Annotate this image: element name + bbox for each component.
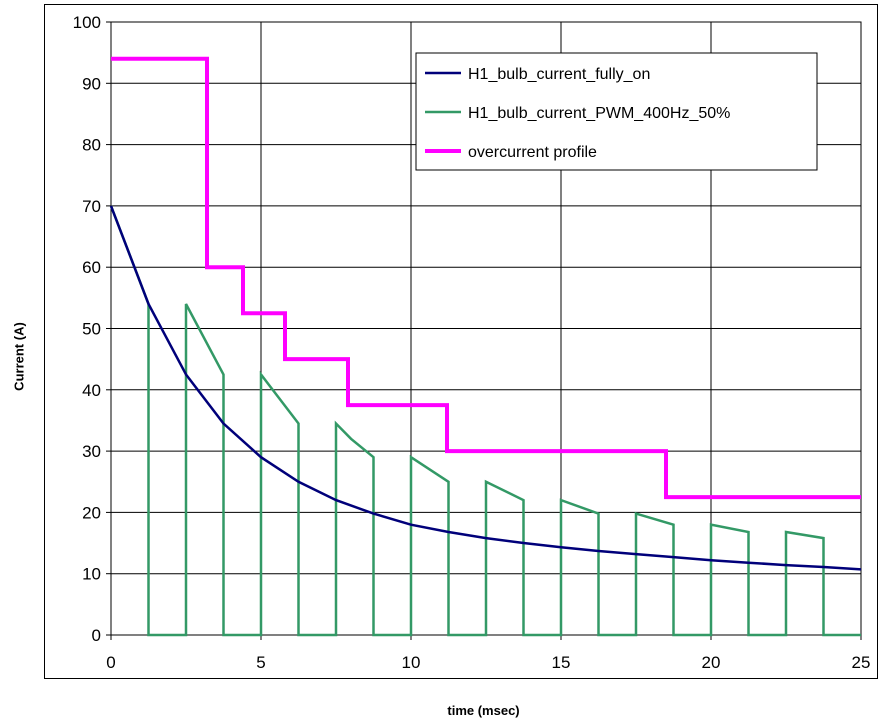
series-line-3 [111, 56, 861, 500]
series-line-2 [109, 205, 861, 637]
y-tick-label: 70 [82, 197, 101, 216]
chart-frame [44, 4, 878, 679]
y-tick-label: 100 [73, 13, 101, 32]
y-tick-label: 60 [82, 258, 101, 277]
y-tick-label: 50 [82, 320, 101, 339]
y-tick-label: 90 [82, 74, 101, 93]
x-tick-label: 20 [702, 653, 721, 672]
legend-box [415, 52, 818, 171]
series-line-1 [109, 205, 862, 571]
x-axis-label: time (msec) [447, 703, 520, 718]
legend-entry: overcurrent profile [468, 144, 597, 161]
y-tick-label: 80 [82, 136, 101, 155]
y-tick-label: 30 [82, 442, 101, 461]
y-tick-label: 20 [82, 503, 101, 522]
y-tick-label: 10 [82, 565, 101, 584]
y-axis-label-wrap: Current (A) [8, 230, 30, 490]
legend-entry: H1_bulb_current_PWM_400Hz_50% [468, 105, 730, 122]
y-tick-label: 0 [92, 626, 101, 645]
legend: H1_bulb_current_fully_on H1_bulb_current_… [415, 52, 818, 171]
x-tick-label: 10 [402, 653, 421, 672]
y-axis-ticks: 0 10 20 30 40 50 60 70 80 90 100 [73, 13, 111, 645]
legend-entry: H1_bulb_current_fully_on [468, 66, 650, 83]
y-tick-label: 40 [82, 381, 101, 400]
x-tick-label: 0 [106, 653, 115, 672]
x-tick-label: 5 [256, 653, 265, 672]
series-group [109, 56, 862, 637]
y-axis-label: Current (A) [11, 322, 27, 391]
x-tick-label: 15 [552, 653, 571, 672]
x-tick-label: 25 [852, 653, 871, 672]
x-axis-ticks: 0 5 10 15 20 25 [106, 635, 870, 672]
